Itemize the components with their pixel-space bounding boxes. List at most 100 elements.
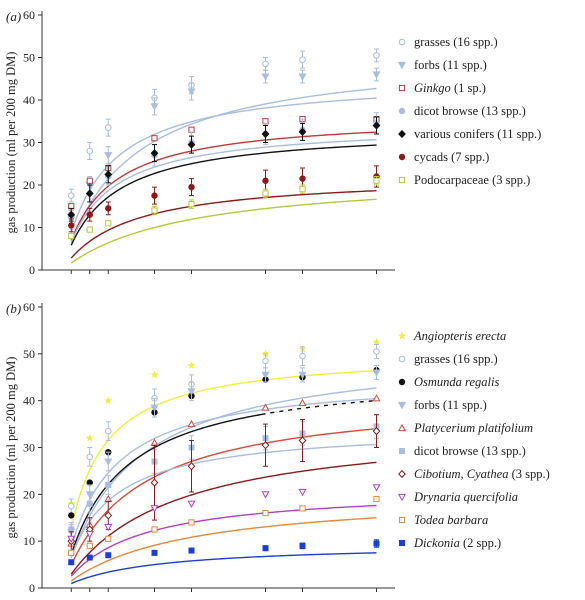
data-point-s6-p4 [188,201,195,208]
data-point-s2-p3 [151,135,158,142]
data-point-s9-p4 [188,547,195,554]
y-tick-label: 20 [23,178,35,192]
data-point-s4-p7 [372,121,381,130]
legend-label: Angiopteris erecta [413,329,506,343]
legend-label: dicot browse (13 spp.) [414,444,526,458]
data-point-s5-p6 [299,175,306,182]
y-tick-label: 0 [29,581,35,595]
legend-label-name: dicot browse (13 spp.) [414,104,526,118]
y-axis-label: gas production (ml per 200 mg DM) [4,357,18,539]
legend-label-name: grasses (16 spp.) [414,35,498,49]
data-point-s7-p7 [372,484,381,492]
data-point-s1-p2 [104,152,113,160]
data-point-slegend4-p0 [398,129,406,139]
data-point-s8-p2 [105,535,112,542]
y-tick-label: 10 [23,534,35,548]
data-point-s7-p6 [298,488,307,497]
legend-label-name: Angiopteris erecta [413,329,506,343]
data-point-s6-p2 [105,220,112,227]
fit-line-s6 [70,461,377,575]
data-point-slegend8-p0 [398,516,406,524]
legend-entry-1: grasses (16 spp.) [398,352,498,366]
y-tick-label: 60 [23,300,35,314]
fit-line-s0 [70,87,377,243]
data-point-slegend5-p0 [398,153,406,161]
data-point-s4-p6 [298,398,307,407]
y-tick-label: 40 [23,394,35,408]
y-tick-label: 60 [23,8,35,22]
legend-label-suffix: (2 spp.) [460,536,501,550]
data-point-s9-p6 [299,542,306,549]
data-point-slegend0-p0 [397,331,407,340]
data-point-s3-p5 [261,371,270,380]
fit-line-s6 [70,198,377,264]
legend-entry-4: Platycerium platifolium [397,421,533,435]
data-point-slegend6-p0 [398,469,406,479]
data-point-s1-p1 [86,453,94,461]
data-point-s0-p3 [150,370,159,379]
fit-line-s0 [70,369,377,530]
legend-entry-9: Dickonia (2 spp.) [398,536,501,550]
data-point-slegend0-p0 [398,38,406,46]
fit-line-s4 [70,428,377,566]
legend-label: forbs (11 spp.) [414,58,487,72]
data-point-s7-p4 [187,500,196,508]
legend-label: Platycerium platifolium [413,421,533,435]
series-4 [67,394,381,566]
legend-label-name: various conifers (11 spp.) [414,127,541,141]
data-point-slegend3-p0 [397,401,407,410]
legend-label-name: Platycerium platifolium [413,421,533,435]
data-point-s5-p2 [105,205,112,212]
fit-line-s5 [70,190,377,259]
series-7 [67,484,381,577]
legend-label-name: forbs (11 spp.) [414,58,487,72]
data-point-s6-p6 [298,436,307,445]
y-tick-label: 0 [29,263,35,277]
legend-label: grasses (16 spp.) [414,352,498,366]
chart-panel-b: (b) 0 10 20 30 40 50 60 gas production (ml per 2… [4,300,550,595]
data-point-s1-p4 [187,88,196,96]
data-point-s1-p6 [299,352,306,360]
data-point-s8-p1 [86,542,93,549]
legend-entry-3: forbs (11 spp.) [397,398,487,412]
data-point-s9-p7 [373,540,380,547]
data-point-s0-p1 [85,433,94,442]
data-point-s1-p3 [150,103,159,111]
data-point-s3-p6 [298,371,307,380]
data-point-s6-p5 [261,441,270,450]
legend-label-name: dicot browse (13 spp.) [414,444,526,458]
legend-label: cycads (7 spp.) [414,150,489,164]
chart-panel-a: (a) 0 10 20 30 40 50 60 gas production (ml per 2… [4,8,541,277]
data-point-slegend7-p0 [397,493,407,502]
data-point-s0-p4 [187,361,196,370]
panel-label: (a) [6,9,21,24]
legend-entry-0: Angiopteris erecta [397,329,506,343]
data-point-s3-p4 [187,388,196,396]
data-point-s6-p4 [187,462,196,471]
legend-entry-1: forbs (11 spp.) [397,58,487,72]
legend-label-name: Cibotium, Cyathea [414,467,508,481]
data-point-s9-p0 [68,559,75,566]
series-4 [67,116,381,246]
data-point-s0-p2 [104,124,112,131]
legend-label-name: Podocarpaceae (3 spp.) [414,173,530,187]
y-tick-label: 30 [23,136,35,150]
data-point-s7-p2 [104,524,113,532]
data-point-slegend2-p0 [398,378,406,386]
legend-entry-5: cycads (7 spp.) [398,150,489,164]
data-point-s1-p6 [298,73,307,81]
data-point-s8-p6 [299,505,306,512]
data-point-s1-p0 [67,502,75,510]
legend-label: forbs (11 spp.) [414,398,487,412]
legend-label: Cibotium, Cyathea (3 spp.) [414,467,550,481]
legend-label-name: cycads (7 spp.) [414,150,489,164]
legend-label-name: Todea barbara [414,513,488,527]
series-8 [68,495,380,582]
data-point-s2-p0 [68,512,75,519]
legend-entry-4: various conifers (11 spp.) [398,127,541,141]
data-point-slegend1-p0 [398,355,406,363]
data-point-s9-p5 [262,545,269,552]
data-point-s0-p7 [372,337,381,346]
data-point-s1-p7 [372,71,381,79]
